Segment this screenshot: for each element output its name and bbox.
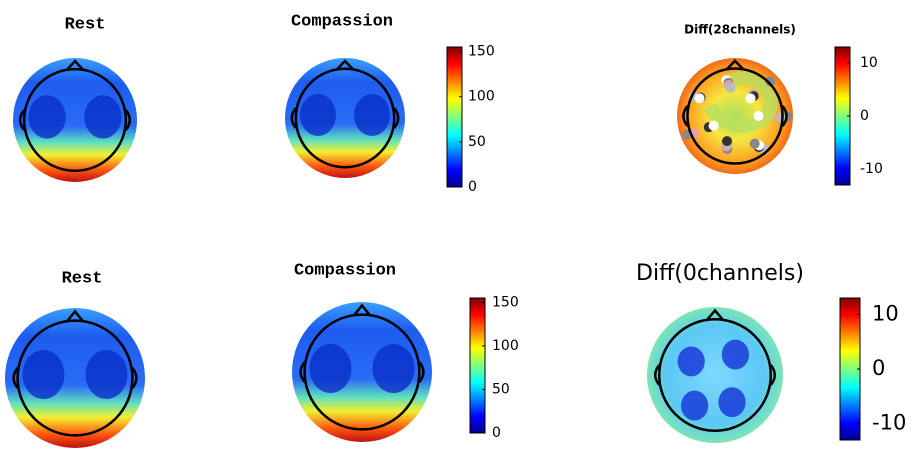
channel-marker [753,111,764,121]
colorbar-tick-label: 100 [492,338,519,354]
colorbar-tick-label: 150 [468,44,495,60]
nose [66,59,84,71]
panel-title: Diff(0channels) [636,261,804,286]
colorbar-tick-label: 10 [872,301,899,325]
channel-marker [765,76,776,87]
ear [393,107,400,129]
colorbar-tick-label: -10 [860,161,883,177]
ear [299,361,306,383]
ear [653,364,661,386]
ear [18,109,26,131]
panel-title: Rest [62,269,103,288]
nose [726,59,744,70]
head-outline [686,67,784,165]
low-region [718,387,746,418]
high-region [703,71,778,134]
colorbar-tick-label: 0 [860,108,869,124]
ear [290,107,297,129]
colorbar-tick-label: 100 [468,89,495,105]
channel-marker [725,82,736,93]
low-region [354,94,390,136]
channel-marker [694,93,705,104]
nose [336,59,354,71]
channel-marker [749,138,760,149]
panel-title: Diff(28channels) [684,23,796,37]
panel-title: Compassion [294,261,396,280]
nose [353,303,371,317]
scalp-map [5,308,145,448]
panel-title: Compassion [291,12,393,31]
head-outline [16,319,134,437]
colorbar-tick-label: 50 [492,381,510,397]
ear [418,361,425,383]
colorbar-tick-label: 0 [492,425,501,441]
colorbar [446,46,463,188]
ear [12,367,19,389]
colorbar-tick-label: 50 [468,134,486,150]
low-region [309,344,352,393]
colorbar-tick-label: 0 [872,356,885,380]
colorbar-tick-label: 10 [860,55,878,71]
ear [131,367,138,389]
nose [706,308,724,321]
colorbar-tick-label: -10 [872,411,906,435]
low-region [84,95,122,139]
ear [769,364,777,386]
low-region [28,95,66,139]
ear [124,109,132,131]
channel-marker [708,120,719,131]
low-region [681,390,709,421]
low-region [372,344,415,393]
low-region [85,350,128,399]
head-outline [22,67,128,173]
channel-marker [745,93,756,104]
head-outline [657,317,773,433]
channel-marker [721,136,732,147]
colorbar [469,297,486,434]
low-region [721,339,750,370]
scalp-map [292,302,432,442]
colorbar-tick-label: 150 [492,294,519,310]
panel-title: Rest [65,15,106,34]
low-region [677,346,705,377]
low-region [300,94,336,136]
head-outline [303,313,421,431]
scalp-map [285,58,405,178]
scalp-map [13,58,137,182]
ear [682,105,689,127]
nose [66,309,84,323]
colorbar-tick-label: 0 [468,179,477,195]
scalp-map [647,307,783,443]
ear [781,105,788,127]
head-outline [294,67,396,169]
low-region [22,350,65,399]
